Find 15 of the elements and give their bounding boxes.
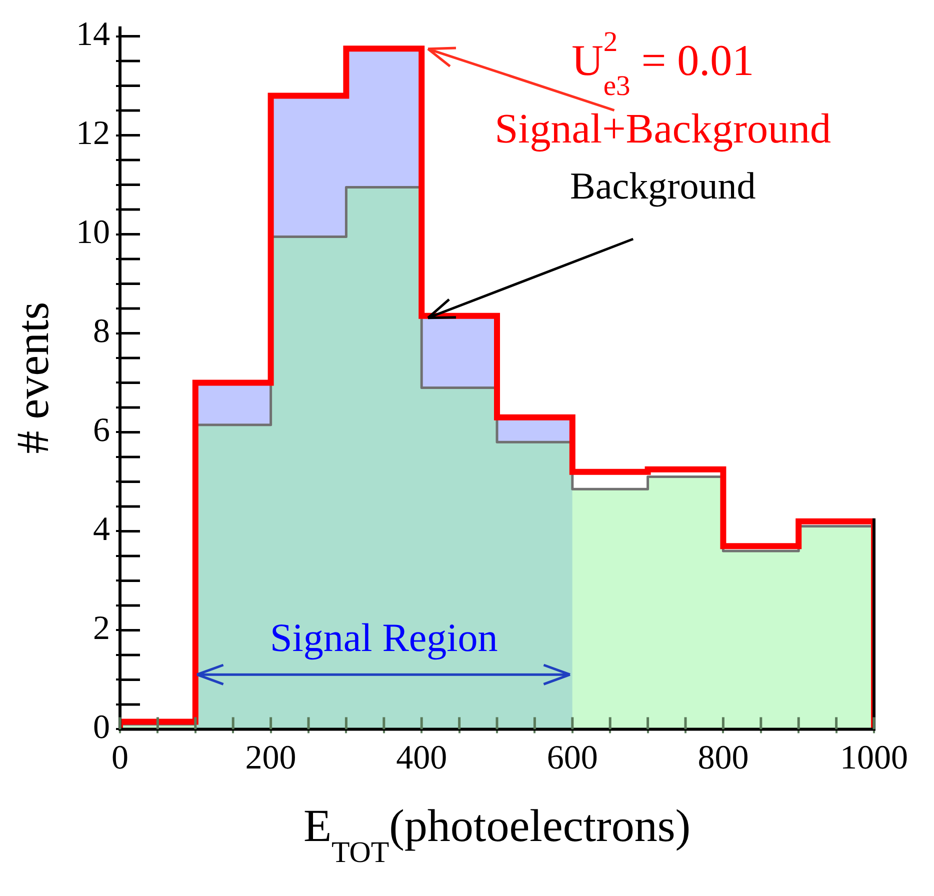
y-tick-label: 10: [76, 214, 110, 252]
x-tick-label: 400: [396, 740, 448, 777]
y-tick-label: 0: [93, 709, 110, 746]
x-tick-label: 600: [546, 740, 598, 777]
y-tick-label: 6: [93, 412, 110, 450]
y-tick-label: 2: [93, 610, 110, 648]
y-tick-label: 12: [76, 115, 110, 152]
y-axis-title: # events: [7, 302, 58, 454]
x-tick-label: 800: [698, 740, 749, 777]
x-tick-label: 200: [245, 740, 296, 777]
y-tick-label: 14: [76, 16, 110, 54]
y-tick-label: 4: [93, 511, 110, 548]
x-tick-label: 1000: [840, 740, 908, 777]
y-tick-label: 8: [93, 313, 110, 350]
series-label: Signal+Background: [494, 106, 832, 152]
